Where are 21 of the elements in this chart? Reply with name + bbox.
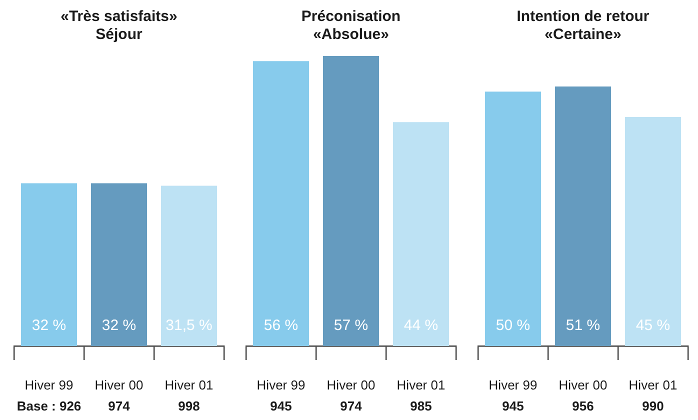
x-tick-label: Hiver 00 974 (94, 378, 144, 414)
x-tick-label: Hiver 01 998 (164, 378, 214, 414)
x-tick-label: Hiver 01 985 (396, 378, 446, 414)
x-tick-label: Hiver 99 Base : 926 (16, 378, 82, 414)
data-label: 31,5 % (166, 317, 212, 334)
data-label: 57 % (334, 317, 368, 334)
chart-title: Intention de retour «Certaine» (516, 8, 650, 44)
data-label: 44 % (404, 317, 438, 334)
x-tick-label: Hiver 99 945 (256, 378, 306, 414)
data-label: 56 % (264, 317, 298, 334)
data-label: 45 % (636, 317, 670, 334)
x-tick-label: Hiver 01 990 (628, 378, 678, 414)
chart-title: «Très satisfaits» Séjour (60, 8, 178, 44)
data-label: 51 % (566, 317, 600, 334)
x-tick-label: Hiver 00 956 (558, 378, 608, 414)
x-tick-label: Hiver 99 945 (488, 378, 538, 414)
data-label: 32 % (102, 317, 136, 334)
data-label: 50 % (496, 317, 530, 334)
x-tick-label: Hiver 00 974 (326, 378, 376, 414)
data-label: 32 % (32, 317, 66, 334)
chart-title: Préconisation «Absolue» (301, 8, 401, 44)
